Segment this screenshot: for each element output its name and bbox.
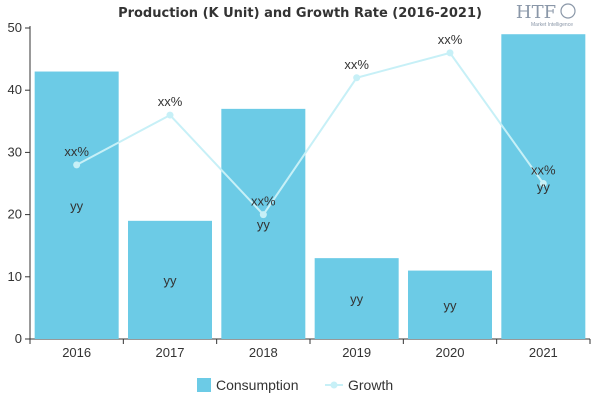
growth-point <box>353 74 361 82</box>
bar <box>34 71 119 339</box>
y-tick-label: 0 <box>15 331 22 346</box>
line-series <box>73 49 547 219</box>
bar-data-label: yy <box>350 292 364 307</box>
logo-tagline: Market Intelligence <box>531 22 573 28</box>
growth-data-label: xx% <box>531 163 556 178</box>
chart-title: Production (K Unit) and Growth Rate (201… <box>118 6 482 21</box>
y-tick-label: 10 <box>8 269 22 284</box>
axes: 0 10 20 30 40 50 2016 2017 2018 2019 2020 2021 <box>8 20 591 360</box>
logo-brand: HTF <box>516 2 556 23</box>
growth-data-label: xx% <box>251 194 276 209</box>
growth-line <box>76 51 545 217</box>
bar-data-label: yy <box>70 198 84 213</box>
x-tick-label: 2019 <box>342 345 371 360</box>
bar <box>221 108 306 339</box>
logo: HTF Market Intelligence <box>516 2 576 28</box>
bar-data-label: yy <box>257 217 271 232</box>
bar <box>408 270 492 339</box>
growth-data-label: xx% <box>158 94 183 109</box>
y-tick-label: 40 <box>8 82 22 97</box>
bar-data-label: yy <box>444 298 458 313</box>
bar <box>314 258 399 339</box>
growth-point <box>259 211 267 219</box>
y-tick-label: 30 <box>8 144 22 159</box>
growth-data-label: xx% <box>344 57 369 72</box>
growth-point <box>446 49 454 57</box>
bar <box>128 220 212 339</box>
x-tick-label: 2018 <box>249 345 278 360</box>
bar-data-label: yy <box>537 180 551 195</box>
legend-consumption-label: Consumption <box>216 377 299 393</box>
y-tick-label: 20 <box>8 207 22 222</box>
bar-data-label: yy <box>164 273 178 288</box>
y-tick-label: 50 <box>8 20 22 35</box>
x-tick-label: 2020 <box>436 345 465 360</box>
growth-data-label: xx% <box>64 144 89 159</box>
logo-globe-icon <box>560 3 576 19</box>
legend-growth-marker <box>330 381 338 389</box>
bar-series <box>34 34 586 339</box>
x-tick-label: 2017 <box>156 345 185 360</box>
growth-point <box>73 161 81 169</box>
data-labels: yy yy yy yy yy yy xx% xx% xx% xx% xx% xx% <box>64 32 556 313</box>
x-tick-label: 2016 <box>62 345 91 360</box>
legend: Consumption Growth <box>197 377 393 393</box>
x-tick-label: 2021 <box>529 345 558 360</box>
growth-point <box>166 111 174 119</box>
growth-point <box>539 180 547 187</box>
growth-data-label: xx% <box>438 32 463 47</box>
legend-consumption-swatch <box>197 378 211 392</box>
legend-growth-label: Growth <box>348 377 393 393</box>
